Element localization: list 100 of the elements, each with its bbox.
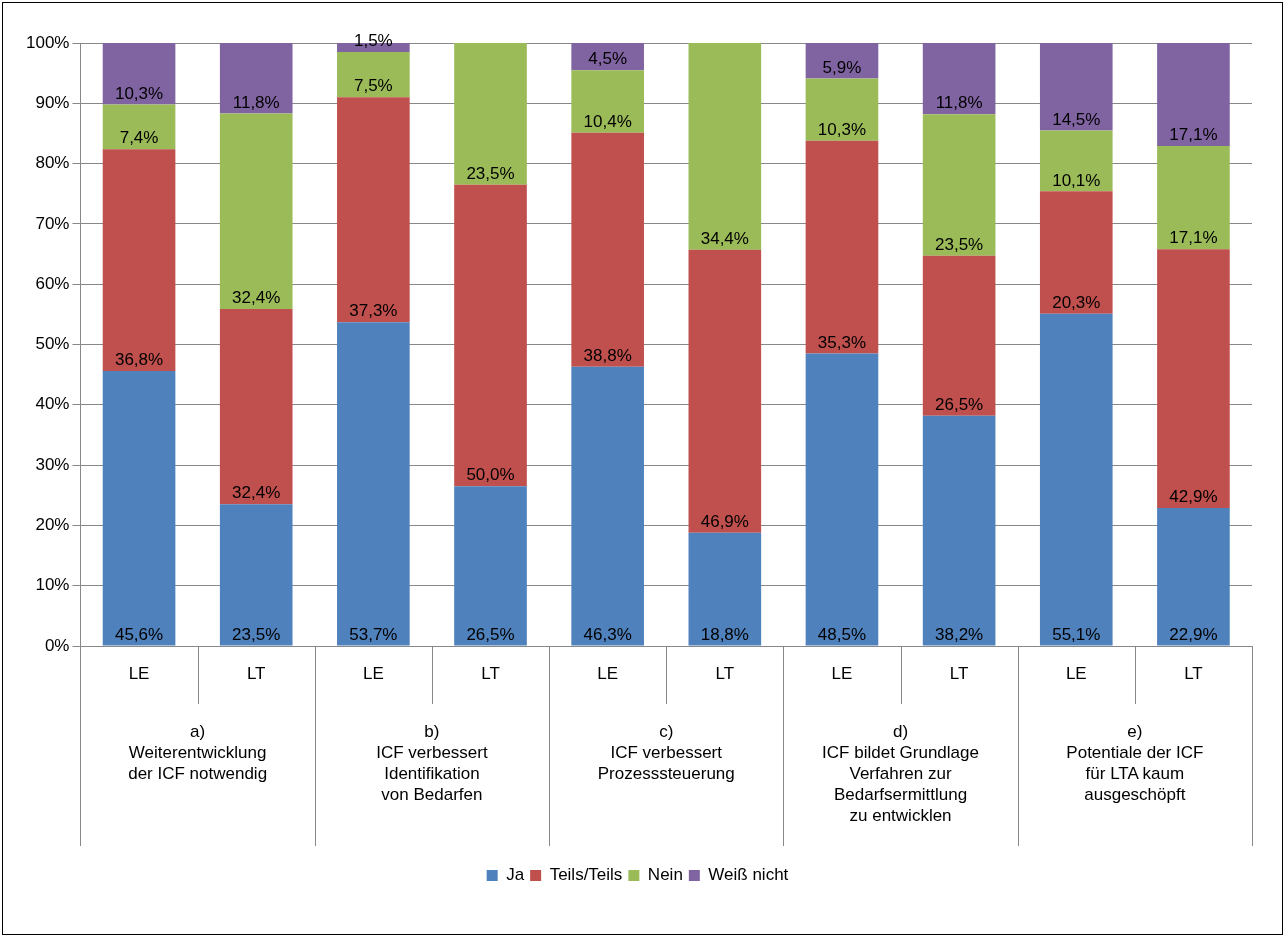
data-label: 17,1%	[1169, 228, 1218, 248]
data-label: 23,5%	[935, 235, 984, 255]
data-label: 10,1%	[1052, 170, 1101, 190]
text: a) Weiterentwicklung der ICF notwendig	[128, 722, 268, 784]
bar	[454, 486, 527, 646]
y-tick-label: 0%	[44, 635, 70, 655]
legend-label: Teils/Teils	[549, 865, 623, 885]
bar	[219, 308, 293, 505]
data-label: 23,5%	[466, 163, 515, 183]
data-label: 10,4%	[583, 112, 632, 132]
x-tick-label: LE	[128, 663, 150, 683]
bar	[1039, 191, 1113, 314]
y-tick-label: 30%	[35, 454, 70, 474]
text: d) ICF bildet Grundlage Verfahren zur Bedarfsermittlung zu entwicklen	[822, 722, 979, 826]
data-label: 11,8%	[935, 93, 983, 113]
data-label: 10,3%	[817, 119, 867, 139]
x-tick-label: LE	[1065, 663, 1087, 683]
data-label: 45,6%	[114, 624, 164, 644]
bar	[454, 43, 527, 185]
bar	[102, 149, 176, 372]
bar	[219, 113, 293, 309]
data-label: 17,1%	[1169, 125, 1218, 145]
bar	[571, 132, 644, 367]
y-tick-label: 90%	[35, 92, 70, 112]
data-label: 37,3%	[349, 301, 398, 321]
y-tick-label: 40%	[35, 394, 70, 414]
bar	[922, 255, 996, 416]
bar	[688, 532, 762, 646]
x-tick-label: LT	[481, 663, 500, 683]
bar	[337, 52, 410, 98]
bar	[805, 43, 879, 79]
bar	[805, 353, 879, 646]
y-tick-label: 20%	[35, 515, 70, 535]
bar	[219, 504, 293, 646]
legend-label: Nein	[647, 865, 683, 885]
data-label: 18,8%	[700, 624, 749, 644]
data-label: 46,3%	[583, 624, 632, 644]
data-label: 34,4%	[700, 229, 749, 249]
data-label: 55,1%	[1052, 624, 1101, 644]
data-label: 7,4%	[119, 128, 159, 148]
text: c) ICF verbessert Prozesssteuerung	[597, 722, 735, 784]
x-tick-label: LE	[362, 663, 384, 683]
bar	[102, 43, 176, 105]
bar	[1157, 249, 1230, 508]
y-tick-label: 70%	[35, 213, 70, 233]
bar	[102, 371, 176, 646]
x-tick-label: LT	[246, 663, 266, 683]
text: e) Potentiale der ICF für LTA kaum ausgeschöpft	[1066, 722, 1204, 805]
data-label: 32,4%	[232, 483, 281, 503]
x-tick-label: LE	[597, 663, 619, 683]
data-label: 14,5%	[1052, 109, 1101, 129]
data-label: 4,5%	[588, 49, 628, 69]
legend-label: Ja	[506, 865, 525, 885]
data-label: 20,3%	[1052, 292, 1101, 312]
bar	[1039, 43, 1113, 131]
data-label: 36,8%	[114, 350, 164, 370]
bar	[1157, 507, 1230, 646]
bar	[337, 322, 410, 646]
y-tick-label: 80%	[35, 153, 70, 173]
bar	[922, 43, 996, 115]
data-label: 22,9%	[1169, 624, 1218, 644]
bar	[1157, 146, 1230, 250]
bar	[922, 114, 996, 256]
bar	[688, 249, 762, 533]
x-tick-label: LT	[949, 663, 969, 683]
data-label: 23,5%	[232, 624, 281, 644]
y-tick-label: 100%	[26, 32, 70, 52]
bar	[571, 366, 644, 646]
bar	[1157, 43, 1230, 147]
data-label: 42,9%	[1169, 487, 1218, 507]
data-label: 7,5%	[353, 76, 393, 96]
data-label: 32,4%	[232, 288, 281, 308]
x-tick-label: LT	[1184, 663, 1203, 683]
y-tick-label: 50%	[35, 334, 70, 354]
bar	[454, 184, 527, 487]
data-label: 48,5%	[817, 624, 867, 644]
data-label: 38,2%	[935, 624, 984, 644]
x-tick-label: LT	[715, 663, 735, 683]
bar	[337, 97, 410, 323]
bar	[571, 70, 644, 133]
data-label: 5,9%	[822, 57, 862, 77]
data-label: 53,7%	[349, 624, 398, 644]
data-label: 50,0%	[466, 465, 515, 485]
data-label: 38,8%	[583, 346, 632, 365]
bar	[1039, 313, 1113, 646]
text: b) ICF verbessert Identifikation von Bedarfen	[376, 722, 488, 805]
y-tick-label: 60%	[35, 273, 70, 293]
bar	[805, 140, 879, 354]
data-label: 10,3%	[114, 83, 164, 103]
data-label: 26,5%	[935, 394, 984, 414]
data-label: 46,9%	[700, 511, 749, 531]
data-label: 11,8%	[232, 92, 280, 112]
y-tick-label: 10%	[35, 575, 70, 595]
bar	[922, 415, 996, 646]
bar	[688, 43, 762, 250]
bar	[805, 78, 879, 141]
data-label: 35,3%	[817, 332, 867, 352]
legend-label: Weiß nicht	[708, 865, 789, 885]
bar	[219, 43, 293, 114]
bar	[102, 104, 176, 150]
